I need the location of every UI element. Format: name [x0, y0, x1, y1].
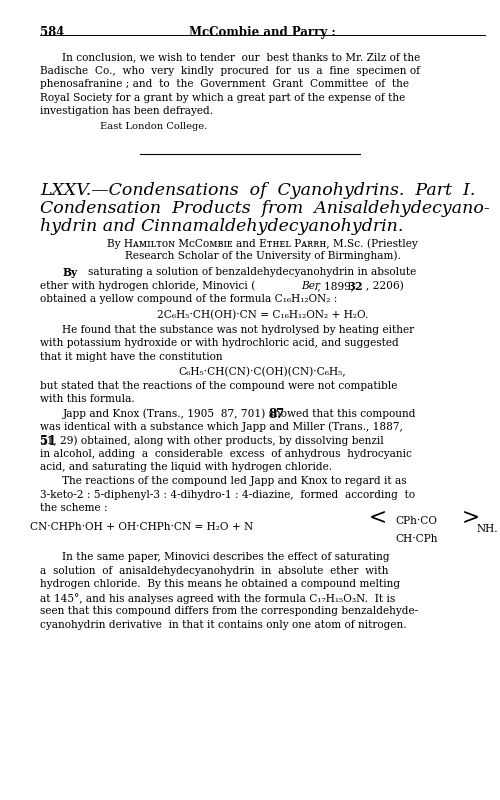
- Text: Royal Society for a grant by which a great part of the expense of the: Royal Society for a grant by which a gre…: [40, 93, 405, 102]
- Text: with this formula.: with this formula.: [40, 394, 135, 404]
- Text: hydrin and Cinnamaldehydecyanohydrin.: hydrin and Cinnamaldehydecyanohydrin.: [40, 218, 404, 235]
- Text: but stated that the reactions of the compound were not compatible: but stated that the reactions of the com…: [40, 381, 398, 390]
- Text: >: >: [462, 507, 479, 530]
- Text: <: <: [369, 507, 387, 530]
- Text: was identical with a substance which Japp and Miller (Trans., 1887,: was identical with a substance which Jap…: [40, 422, 403, 432]
- Text: ether with hydrogen chloride, Minovici (: ether with hydrogen chloride, Minovici (: [40, 281, 256, 291]
- Text: CH·CPh: CH·CPh: [395, 534, 438, 545]
- Text: a  solution  of  anisaldehydecyanohydrin  in  absolute  ether  with: a solution of anisaldehydecyanohydrin in…: [40, 566, 389, 576]
- Text: Ber: Ber: [302, 281, 320, 290]
- Text: that it might have the constitution: that it might have the constitution: [40, 352, 222, 362]
- Text: CPh·CO: CPh·CO: [395, 516, 437, 526]
- Text: CN·CHPh·OH + OH·CHPh·CN = H₂O + N: CN·CHPh·OH + OH·CHPh·CN = H₂O + N: [30, 522, 254, 533]
- Text: Japp and Knox (Trans., 1905  87, 701) showed that this compound: Japp and Knox (Trans., 1905 87, 701) sho…: [62, 408, 416, 418]
- Text: LXXV.—Condensations  of  Cyanohydrins.  Part  I.: LXXV.—Condensations of Cyanohydrins. Par…: [40, 182, 476, 198]
- Text: hydrogen chloride.  By this means he obtained a compound melting: hydrogen chloride. By this means he obta…: [40, 579, 400, 589]
- Text: The reactions of the compound led Japp and Knox to regard it as: The reactions of the compound led Japp a…: [62, 476, 407, 486]
- Text: in alcohol, adding  a  considerable  excess  of anhydrous  hydrocyanic: in alcohol, adding a considerable excess…: [40, 449, 412, 459]
- Text: the scheme :: the scheme :: [40, 503, 108, 514]
- Text: East London College.: East London College.: [100, 122, 208, 131]
- Text: 3-keto-2 : 5-diphenyl-3 : 4-dihydro-1 : 4-diazine,  formed  according  to: 3-keto-2 : 5-diphenyl-3 : 4-dihydro-1 : …: [40, 490, 415, 499]
- Text: NH.: NH.: [476, 524, 498, 534]
- Text: with potassium hydroxide or with hydrochloric acid, and suggested: with potassium hydroxide or with hydroch…: [40, 338, 399, 349]
- Text: saturating a solution of benzaldehydecyanohydrin in absolute: saturating a solution of benzaldehydecya…: [88, 267, 417, 277]
- Text: C₆H₅·CH(CN)·C(OH)(CN)·C₆H₅,: C₆H₅·CH(CN)·C(OH)(CN)·C₆H₅,: [178, 366, 346, 377]
- Text: 584: 584: [40, 26, 64, 38]
- Text: By: By: [62, 267, 78, 278]
- Text: In the same paper, Minovici describes the effect of saturating: In the same paper, Minovici describes th…: [62, 552, 390, 562]
- Text: 51, 29) obtained, along with other products, by dissolving benzil: 51, 29) obtained, along with other produ…: [40, 435, 384, 446]
- Text: Condensation  Products  from  Anisaldehydecyano-: Condensation Products from Anisaldehydec…: [40, 200, 490, 217]
- Text: ., 1899,: ., 1899,: [314, 281, 354, 290]
- Text: McCombie and Parry :: McCombie and Parry :: [189, 26, 336, 38]
- Text: Badische  Co.,  who  very  kindly  procured  for  us  a  fine  specimen of: Badische Co., who very kindly procured f…: [40, 66, 420, 76]
- Text: 51: 51: [40, 435, 56, 448]
- Text: acid, and saturating the liquid with hydrogen chloride.: acid, and saturating the liquid with hyd…: [40, 462, 332, 472]
- Text: at 145°, and his analyses agreed with the formula C₁₇H₁₅O₃N.  It is: at 145°, and his analyses agreed with th…: [40, 593, 395, 604]
- Text: cyanohydrin derivative  in that it contains only one atom of nitrogen.: cyanohydrin derivative in that it contai…: [40, 620, 406, 630]
- Text: 2C₆H₅·CH(OH)·CN = C₁₆H₁₂ON₂ + H₂O.: 2C₆H₅·CH(OH)·CN = C₁₆H₁₂ON₂ + H₂O.: [157, 310, 368, 320]
- Text: investigation has been defrayed.: investigation has been defrayed.: [40, 106, 213, 116]
- Text: , 2206): , 2206): [366, 281, 404, 291]
- Text: obtained a yellow compound of the formula C₁₆H₁₂ON₂ :: obtained a yellow compound of the formul…: [40, 294, 338, 304]
- Text: In conclusion, we wish to tender  our  best thanks to Mr. Zilz of the: In conclusion, we wish to tender our bes…: [62, 52, 421, 62]
- Text: seen that this compound differs from the corresponding benzaldehyde-: seen that this compound differs from the…: [40, 606, 418, 616]
- Text: He found that the substance was not hydrolysed by heating either: He found that the substance was not hydr…: [62, 325, 414, 334]
- Text: By Hᴀᴍɪʟᴛᴏɴ MᴄCᴏᴍʙɪᴇ and Eᴛʜᴇʟ Pᴀʀʀʜ, M.Sc. (Priestley: By Hᴀᴍɪʟᴛᴏɴ MᴄCᴏᴍʙɪᴇ and Eᴛʜᴇʟ Pᴀʀʀʜ, M.…: [107, 238, 418, 249]
- Text: phenosafranine ; and  to  the  Government  Grant  Committee  of  the: phenosafranine ; and to the Government G…: [40, 79, 409, 89]
- Text: 87: 87: [268, 408, 284, 421]
- Text: Research Scholar of the University of Birmingham).: Research Scholar of the University of Bi…: [124, 250, 400, 261]
- Text: 32: 32: [348, 281, 364, 292]
